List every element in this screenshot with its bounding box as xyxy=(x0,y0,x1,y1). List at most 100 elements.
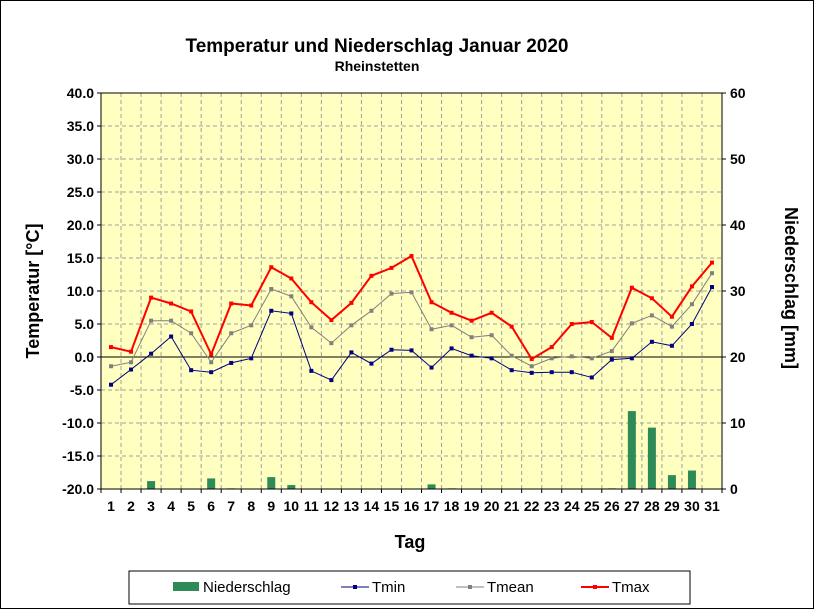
x-tick-label: 3 xyxy=(147,498,155,514)
x-tick-label: 23 xyxy=(544,498,560,514)
y2-tick-label: 20 xyxy=(730,349,746,365)
point-tmean xyxy=(629,321,634,326)
point-tmax xyxy=(429,300,434,305)
point-tmean xyxy=(289,294,294,299)
point-tmin xyxy=(269,308,274,313)
point-tmax xyxy=(669,314,674,319)
y-tick-label: 25.0 xyxy=(67,184,94,200)
point-tmin xyxy=(309,368,314,373)
y-tick-label: 10.0 xyxy=(67,283,94,299)
point-tmean xyxy=(689,302,694,307)
point-tmean xyxy=(369,308,374,313)
point-tmax xyxy=(689,284,694,289)
point-tmean xyxy=(649,313,654,318)
point-tmin xyxy=(629,356,634,361)
point-tmean xyxy=(669,324,674,329)
y-axis-right-title: Niederschlag [mm] xyxy=(781,207,801,369)
point-tmin xyxy=(569,370,574,375)
point-tmin xyxy=(349,350,354,355)
y-axis-left-title: Temperatur [°C] xyxy=(23,224,43,359)
x-tick-label: 8 xyxy=(247,498,255,514)
x-tick-label: 31 xyxy=(704,498,720,514)
y-tick-label: -10.0 xyxy=(62,415,94,431)
y-tick-label: -5.0 xyxy=(70,382,94,398)
bar-niederschlag xyxy=(147,481,156,489)
x-tick-label: 24 xyxy=(564,498,580,514)
y-tick-label: 0.0 xyxy=(75,349,95,365)
x-tick-label: 10 xyxy=(284,498,300,514)
y-axis-right-ticks: 0 10 20 30 40 50 60 xyxy=(722,85,746,497)
y2-tick-label: 60 xyxy=(730,85,746,101)
x-tick-label: 19 xyxy=(464,498,480,514)
x-tick-label: 25 xyxy=(584,498,600,514)
point-tmean xyxy=(429,327,434,332)
point-tmean xyxy=(269,287,274,292)
point-tmax xyxy=(349,300,354,305)
point-tmax xyxy=(569,322,574,326)
point-tmean xyxy=(349,323,354,328)
y-tick-label: -15.0 xyxy=(62,448,94,464)
point-tmax xyxy=(389,265,394,270)
point-tmean xyxy=(229,331,234,336)
point-tmean xyxy=(209,360,214,365)
chart-title: Temperatur und Niederschlag Januar 2020 xyxy=(186,36,569,57)
x-axis-title: Tag xyxy=(395,532,426,552)
y-tick-label: 35.0 xyxy=(67,118,94,134)
point-tmax xyxy=(509,324,514,329)
point-tmin xyxy=(409,348,414,353)
point-tmin xyxy=(469,353,474,358)
point-tmax xyxy=(109,345,114,350)
legend-label-niederschlag: Niederschlag xyxy=(203,579,291,596)
point-tmax xyxy=(169,301,174,306)
x-tick-label: 4 xyxy=(167,498,175,514)
x-tick-label: 28 xyxy=(644,498,660,514)
bar-niederschlag xyxy=(287,485,296,489)
point-tmin xyxy=(489,356,494,361)
point-tmean xyxy=(189,331,194,336)
x-tick-label: 15 xyxy=(384,498,400,514)
point-tmax xyxy=(249,303,254,308)
x-tick-label: 14 xyxy=(364,498,380,514)
point-tmin xyxy=(669,343,674,348)
x-tick-label: 20 xyxy=(484,498,500,514)
x-tick-label: 7 xyxy=(227,498,235,514)
point-tmean xyxy=(589,356,594,361)
x-tick-label: 30 xyxy=(684,498,700,514)
point-tmax xyxy=(229,301,234,306)
x-tick-label: 6 xyxy=(207,498,215,514)
point-tmax xyxy=(309,300,314,305)
point-tmean xyxy=(549,356,554,361)
point-tmax xyxy=(369,273,374,278)
point-tmax xyxy=(449,310,454,315)
y2-tick-label: 30 xyxy=(730,283,746,299)
x-tick-label: 22 xyxy=(524,498,540,514)
y-tick-label: 30.0 xyxy=(67,151,94,167)
point-tmax xyxy=(469,318,474,323)
y-tick-label: 15.0 xyxy=(67,250,94,266)
point-tmin xyxy=(589,375,594,380)
point-tmax xyxy=(329,318,334,323)
point-tmax xyxy=(149,295,154,300)
point-tmax xyxy=(529,356,534,361)
legend: Niederschlag Tmin Tmean Tmax xyxy=(173,579,650,596)
y2-tick-label: 10 xyxy=(730,415,746,431)
legend-marker-tmean xyxy=(468,585,472,589)
x-tick-label: 2 xyxy=(127,498,135,514)
point-tmax xyxy=(269,265,274,270)
bar-niederschlag xyxy=(647,427,656,489)
point-tmax xyxy=(489,310,494,315)
point-tmin xyxy=(509,368,514,373)
x-tick-label: 5 xyxy=(187,498,195,514)
legend-swatch-niederschlag xyxy=(173,582,199,591)
x-tick-label: 18 xyxy=(444,498,460,514)
point-tmin xyxy=(149,351,154,356)
legend-marker-tmin xyxy=(353,585,357,589)
bar-niederschlag xyxy=(627,411,636,489)
point-tmax xyxy=(709,260,714,265)
x-tick-label: 11 xyxy=(304,498,319,514)
y2-tick-label: 0 xyxy=(730,481,738,497)
point-tmean xyxy=(509,353,514,358)
point-tmin xyxy=(229,360,234,365)
legend-label-tmean: Tmean xyxy=(487,579,534,596)
